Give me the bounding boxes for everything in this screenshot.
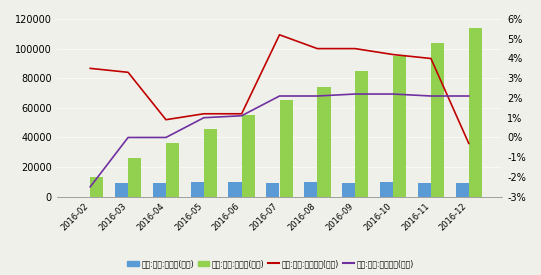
产量:钢材:累计同比(右轴) bbox=[276, 94, 283, 98]
产量:钢材:累计同比(右轴) bbox=[390, 92, 397, 96]
Bar bbox=[128, 158, 141, 197]
Bar bbox=[318, 87, 331, 197]
Legend: 产量:钢材:当月值(万吨), 产量:钢材:累计值(万吨), 产量:钢材:当月同比(右轴), 产量:钢材:累计同比(右轴): 产量:钢材:当月值(万吨), 产量:钢材:累计值(万吨), 产量:钢材:当月同比… bbox=[124, 256, 417, 271]
产量:钢材:累计同比(右轴) bbox=[352, 92, 359, 96]
Bar bbox=[280, 100, 293, 197]
产量:钢材:当月同比(右轴) bbox=[201, 112, 207, 115]
产量:钢材:当月同比(右轴) bbox=[465, 142, 472, 145]
产量:钢材:当月同比(右轴) bbox=[390, 53, 397, 56]
产量:钢材:累计同比(右轴) bbox=[428, 94, 434, 98]
产量:钢材:累计同比(右轴) bbox=[125, 136, 131, 139]
Bar bbox=[266, 183, 280, 197]
Bar bbox=[393, 56, 406, 197]
产量:钢材:当月同比(右轴) bbox=[163, 118, 169, 121]
Bar bbox=[204, 129, 217, 197]
Bar bbox=[153, 183, 166, 197]
Bar bbox=[228, 182, 242, 197]
产量:钢材:当月同比(右轴) bbox=[428, 57, 434, 60]
产量:钢材:当月同比(右轴) bbox=[239, 112, 245, 115]
产量:钢材:当月同比(右轴) bbox=[352, 47, 359, 50]
产量:钢材:累计同比(右轴) bbox=[87, 185, 94, 188]
Bar bbox=[304, 182, 318, 197]
Bar bbox=[355, 71, 368, 197]
Bar bbox=[418, 183, 431, 197]
产量:钢材:累计同比(右轴) bbox=[239, 114, 245, 117]
产量:钢材:累计同比(右轴) bbox=[163, 136, 169, 139]
Bar bbox=[90, 177, 103, 197]
Bar bbox=[431, 43, 444, 197]
产量:钢材:累计同比(右轴) bbox=[465, 94, 472, 98]
Bar bbox=[115, 183, 128, 197]
Bar bbox=[456, 183, 469, 197]
产量:钢材:当月同比(右轴) bbox=[125, 71, 131, 74]
产量:钢材:当月同比(右轴) bbox=[314, 47, 321, 50]
产量:钢材:累计同比(右轴) bbox=[314, 94, 321, 98]
产量:钢材:当月同比(右轴) bbox=[276, 33, 283, 37]
产量:钢材:当月同比(右轴) bbox=[87, 67, 94, 70]
Bar bbox=[242, 115, 255, 197]
产量:钢材:累计同比(右轴) bbox=[201, 116, 207, 119]
Bar bbox=[469, 28, 482, 197]
Bar bbox=[190, 182, 204, 197]
Line: 产量:钢材:当月同比(右轴): 产量:钢材:当月同比(右轴) bbox=[90, 35, 469, 143]
Line: 产量:钢材:累计同比(右轴): 产量:钢材:累计同比(右轴) bbox=[90, 94, 469, 187]
Bar bbox=[380, 182, 393, 197]
Bar bbox=[166, 143, 179, 197]
Bar bbox=[342, 183, 355, 197]
